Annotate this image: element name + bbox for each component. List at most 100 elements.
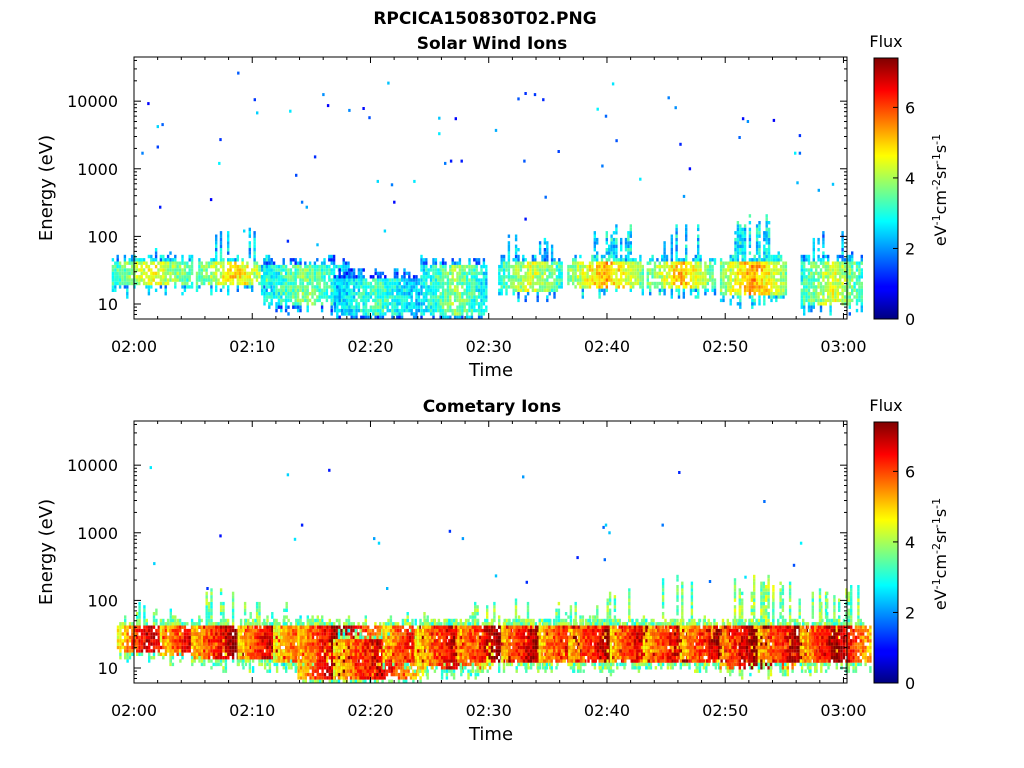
- heat-cell: [140, 268, 143, 272]
- heat-cell: [765, 292, 768, 296]
- heat-cell: [152, 649, 156, 653]
- heat-cell: [858, 292, 861, 296]
- heat-cell: [217, 662, 220, 667]
- heat-cell: [271, 632, 274, 636]
- heat-cell: [198, 261, 201, 265]
- heat-cell: [722, 261, 725, 265]
- heat-cell: [320, 305, 324, 309]
- heat-cell: [169, 659, 172, 663]
- cometary-panel: Cometary Ions 02:00 02:10 02:20 02:30 02:40 0…: [36, 396, 950, 745]
- heat-cell: [636, 278, 640, 282]
- heat-cell: [313, 302, 317, 306]
- heat-cell: [263, 281, 266, 286]
- heat-cell: [777, 254, 780, 259]
- heat-cell: [152, 642, 156, 646]
- heat-cell: [434, 305, 438, 309]
- heat-cell: [603, 281, 606, 286]
- heat-cell: [261, 635, 264, 640]
- heat-cell: [453, 285, 457, 289]
- heat-cell: [210, 642, 213, 646]
- heat-cell: [263, 666, 267, 670]
- heat-cell: [320, 308, 324, 313]
- heat-cell: [249, 642, 252, 646]
- heat-cell: [641, 288, 644, 292]
- heat-cell: [701, 278, 705, 282]
- heat-cell: [763, 261, 766, 265]
- heat-cell: [157, 275, 160, 279]
- heat-cell: [736, 234, 740, 238]
- heat-cell: [649, 285, 652, 289]
- heat-cell: [254, 635, 257, 640]
- heat-cell: [203, 652, 206, 656]
- scatter-point: [147, 102, 150, 106]
- heat-cell: [456, 275, 459, 279]
- heat-cell: [350, 295, 353, 299]
- heat-cell: [743, 292, 747, 296]
- heat-cell: [174, 278, 177, 282]
- heat-cell: [306, 271, 309, 276]
- heat-cell: [162, 268, 165, 272]
- heat-cell: [853, 275, 856, 279]
- heat-cell: [415, 302, 418, 306]
- heat-cell: [260, 264, 264, 269]
- heat-cell: [285, 608, 288, 612]
- heat-cell: [531, 278, 535, 282]
- heat-cell: [313, 275, 317, 279]
- scatter-point: [393, 200, 396, 204]
- heat-cell: [352, 298, 356, 303]
- heat-cell: [152, 271, 155, 276]
- heat-cell: [736, 292, 740, 296]
- heat-cell: [541, 281, 544, 286]
- heat-cell: [249, 635, 252, 640]
- heat-cell: [653, 268, 657, 272]
- heat-cell: [834, 298, 837, 303]
- heat-cell: [641, 278, 644, 282]
- heat-cell: [119, 635, 122, 640]
- heat-cell: [803, 275, 806, 279]
- heat-cell: [458, 305, 462, 309]
- heat-cell: [159, 278, 163, 282]
- heat-cell: [603, 261, 606, 265]
- heat-cell: [763, 275, 766, 279]
- heat-cell: [325, 268, 329, 272]
- heat-cell: [396, 308, 399, 313]
- heat-cell: [255, 618, 259, 623]
- heat-cell: [522, 261, 525, 265]
- heat-cell: [427, 268, 430, 272]
- heat-cell: [239, 659, 242, 663]
- heat-cell: [191, 662, 194, 667]
- heat-cell: [860, 292, 863, 296]
- heat-cell: [268, 281, 271, 286]
- heat-cell: [136, 639, 139, 643]
- heat-cell: [685, 227, 688, 232]
- heat-cell: [336, 312, 339, 316]
- heat-cell: [760, 268, 764, 272]
- heat-cell: [255, 275, 259, 279]
- heat-cell: [145, 649, 148, 653]
- heat-cell: [350, 298, 353, 303]
- heat-cell: [437, 298, 440, 303]
- heat-cell: [451, 302, 454, 306]
- unit-part: -1: [930, 214, 943, 225]
- heat-cell: [258, 612, 261, 616]
- heat-cell: [159, 625, 163, 629]
- heat-cell: [126, 278, 129, 282]
- heat-cell: [581, 288, 584, 292]
- heat-cell: [432, 258, 435, 262]
- heat-cell: [128, 656, 132, 660]
- heat-cell: [186, 628, 189, 633]
- heat-cell: [289, 261, 293, 265]
- heat-cell: [432, 281, 435, 286]
- heat-cell: [753, 281, 756, 286]
- heat-cell: [381, 315, 385, 319]
- heat-cell: [514, 275, 518, 279]
- heat-cell: [572, 271, 575, 276]
- heat-cell: [311, 288, 314, 292]
- heat-cell: [207, 618, 211, 623]
- heat-cell: [567, 275, 570, 279]
- heat-cell: [347, 285, 350, 289]
- heat-cell: [280, 281, 283, 286]
- heat-cell: [391, 295, 394, 299]
- unit-part: -1: [930, 153, 943, 164]
- heat-cell: [205, 261, 208, 265]
